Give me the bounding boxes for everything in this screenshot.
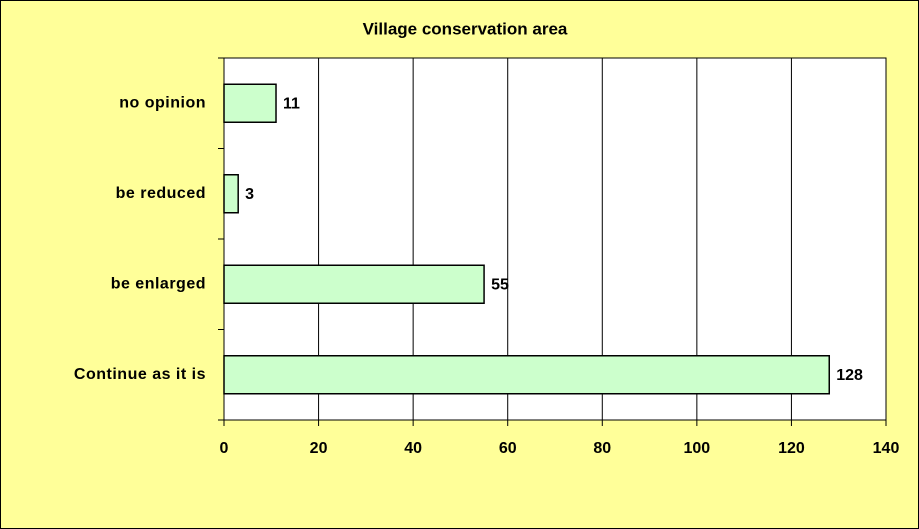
x-tick-label: 0 bbox=[220, 440, 229, 457]
y-tick-label: be reduced bbox=[116, 185, 206, 202]
x-tick-label: 40 bbox=[404, 440, 422, 457]
value-label: 128 bbox=[836, 367, 863, 384]
x-tick-label: 120 bbox=[778, 440, 805, 457]
value-label: 3 bbox=[245, 186, 254, 203]
bar bbox=[223, 174, 239, 214]
chart-title: Village conservation area bbox=[363, 19, 568, 38]
x-tick-label: 80 bbox=[593, 440, 611, 457]
x-tick-label: 140 bbox=[873, 440, 900, 457]
bar bbox=[223, 264, 485, 304]
y-tick-label: no opinion bbox=[119, 94, 206, 111]
x-tick-label: 60 bbox=[499, 440, 517, 457]
y-tick-label: be enlarged bbox=[111, 275, 206, 292]
value-label: 11 bbox=[283, 95, 300, 112]
value-label: 55 bbox=[491, 276, 509, 293]
x-tick-label: 100 bbox=[684, 440, 711, 457]
y-tick-label: Continue as it is bbox=[74, 366, 206, 383]
bar bbox=[223, 83, 277, 123]
x-tick-label: 20 bbox=[310, 440, 328, 457]
bar bbox=[223, 355, 831, 395]
